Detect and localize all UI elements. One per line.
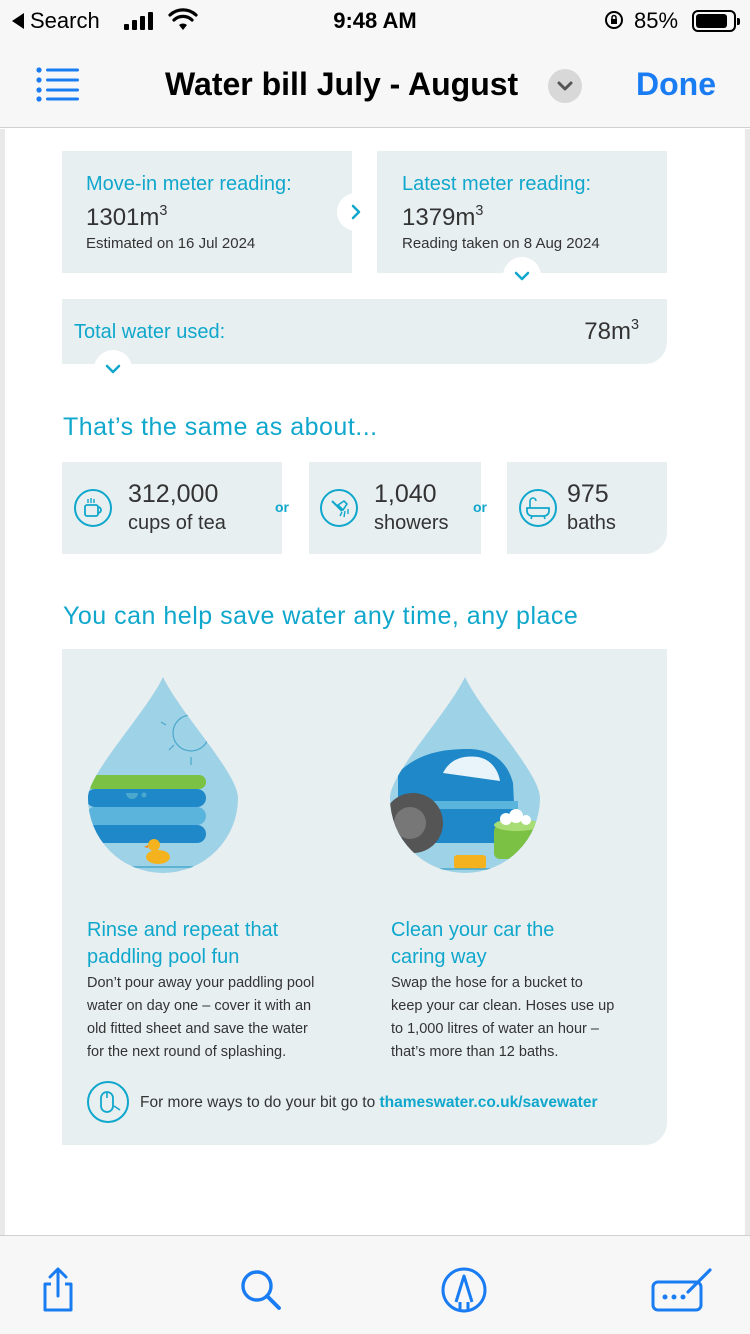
move-in-note: Estimated on 16 Jul 2024 (86, 235, 256, 252)
equivalent-tea-card: 312,000 cups of tea (62, 462, 282, 554)
bath-label: baths (567, 512, 616, 534)
battery-percentage: 85% (634, 8, 679, 33)
markup-icon[interactable] (440, 1266, 488, 1314)
tip-car-line: Swap the hose for a bucket to (391, 975, 583, 991)
equivalent-bath-card: 975 baths (507, 462, 667, 554)
document-page: Move-in meter reading: 1301m3 Estimated … (0, 129, 750, 1235)
wifi-icon (168, 8, 198, 30)
battery-icon (692, 10, 740, 32)
tip-car-title: Clean your car the caring way (391, 917, 554, 971)
total-water-card: Total water used: 78m3 (62, 299, 667, 364)
move-in-value: 1301m3 (86, 203, 168, 232)
latest-note: Reading taken on 8 Aug 2024 (402, 235, 600, 252)
tip-car-line: that’s more than 12 baths. (391, 1044, 559, 1060)
car-washing-illustration (390, 677, 540, 873)
clock: 9:48 AM (333, 8, 417, 33)
tip-car-line: to 1,000 litres of water an hour – (391, 1021, 599, 1037)
move-in-meter-card: Move-in meter reading: 1301m3 Estimated … (62, 151, 352, 273)
orientation-lock-icon (605, 11, 623, 29)
teacup-icon (74, 489, 112, 527)
chevron-right-icon (351, 204, 361, 220)
tea-label: cups of tea (128, 512, 226, 534)
shower-icon (320, 489, 358, 527)
back-label: Search (30, 8, 100, 33)
page-edge-right (745, 129, 750, 1235)
total-value: 78m3 (584, 317, 639, 346)
tip-pool-line: old fitted sheet and save the water (87, 1021, 308, 1037)
tip-pool-body: Don’t pour away your paddling pool water… (87, 972, 314, 1064)
status-bar: Search 9:48 AM 85% (0, 0, 750, 44)
mouse-click-icon (87, 1081, 129, 1123)
latest-label: Latest meter reading: (402, 173, 591, 195)
move-in-label: Move-in meter reading: (86, 173, 292, 195)
shower-label: showers (374, 512, 449, 534)
tip-pool-line: for the next round of splashing. (87, 1044, 287, 1060)
paddling-pool-illustration (88, 677, 238, 873)
meter-next-arrow (337, 193, 375, 231)
cellular-signal-icon (124, 12, 153, 30)
chevron-down-icon (557, 81, 573, 91)
tip-car-title-line: Clean your car the (391, 919, 555, 941)
tip-car-body: Swap the hose for a bucket to keep your … (391, 972, 614, 1064)
tip-pool-line: Don’t pour away your paddling pool (87, 975, 315, 991)
share-icon[interactable] (34, 1266, 82, 1314)
chevron-down-icon (105, 364, 121, 374)
save-water-heading: You can help save water any time, any pl… (63, 602, 579, 630)
document-title: Water bill July - August (165, 66, 519, 102)
save-water-link[interactable]: thameswater.co.uk/savewater (379, 1094, 598, 1111)
or-separator-2: or (473, 499, 487, 515)
tip-pool-title-line: paddling pool fun (87, 946, 240, 968)
done-button[interactable]: Done (636, 66, 716, 102)
more-ways-text: For more ways to do your bit go to thame… (140, 1094, 597, 1112)
back-arrow-icon (12, 13, 24, 29)
list-icon[interactable] (36, 66, 80, 102)
or-separator-1: or (275, 499, 289, 515)
more-ways-prefix: For more ways to do your bit go to (140, 1094, 380, 1111)
tip-pool-title-line: Rinse and repeat that (87, 919, 279, 941)
back-to-search[interactable]: Search (12, 8, 100, 34)
save-water-tips-card: Rinse and repeat that paddling pool fun … (62, 649, 667, 1145)
page-edge-left (0, 129, 5, 1235)
chevron-down-icon (514, 271, 530, 281)
equivalent-shower-card: 1,040 showers (309, 462, 481, 554)
tea-number: 312,000 (128, 480, 219, 508)
latest-meter-card: Latest meter reading: 1379m3 Reading tak… (377, 151, 667, 273)
equivalents-heading: That’s the same as about... (63, 413, 378, 441)
tip-pool-title: Rinse and repeat that paddling pool fun (87, 917, 278, 971)
latest-value: 1379m3 (402, 203, 484, 232)
bathtub-icon (519, 489, 557, 527)
title-menu-button[interactable] (548, 69, 582, 103)
total-label: Total water used: (74, 321, 226, 343)
bottom-toolbar (0, 1235, 750, 1334)
total-down-arrow (94, 350, 132, 388)
meter-down-arrow (503, 257, 541, 295)
navigation-bar: Water bill July - August Done (0, 44, 750, 128)
bath-number: 975 (567, 480, 609, 508)
shower-number: 1,040 (374, 480, 437, 508)
tip-car-line: keep your car clean. Hoses use up (391, 998, 615, 1014)
search-icon[interactable] (237, 1266, 285, 1314)
tip-pool-line: water on day one – cover it with an (87, 998, 312, 1014)
form-filling-icon[interactable] (650, 1266, 716, 1314)
tip-car-title-line: caring way (391, 946, 487, 968)
